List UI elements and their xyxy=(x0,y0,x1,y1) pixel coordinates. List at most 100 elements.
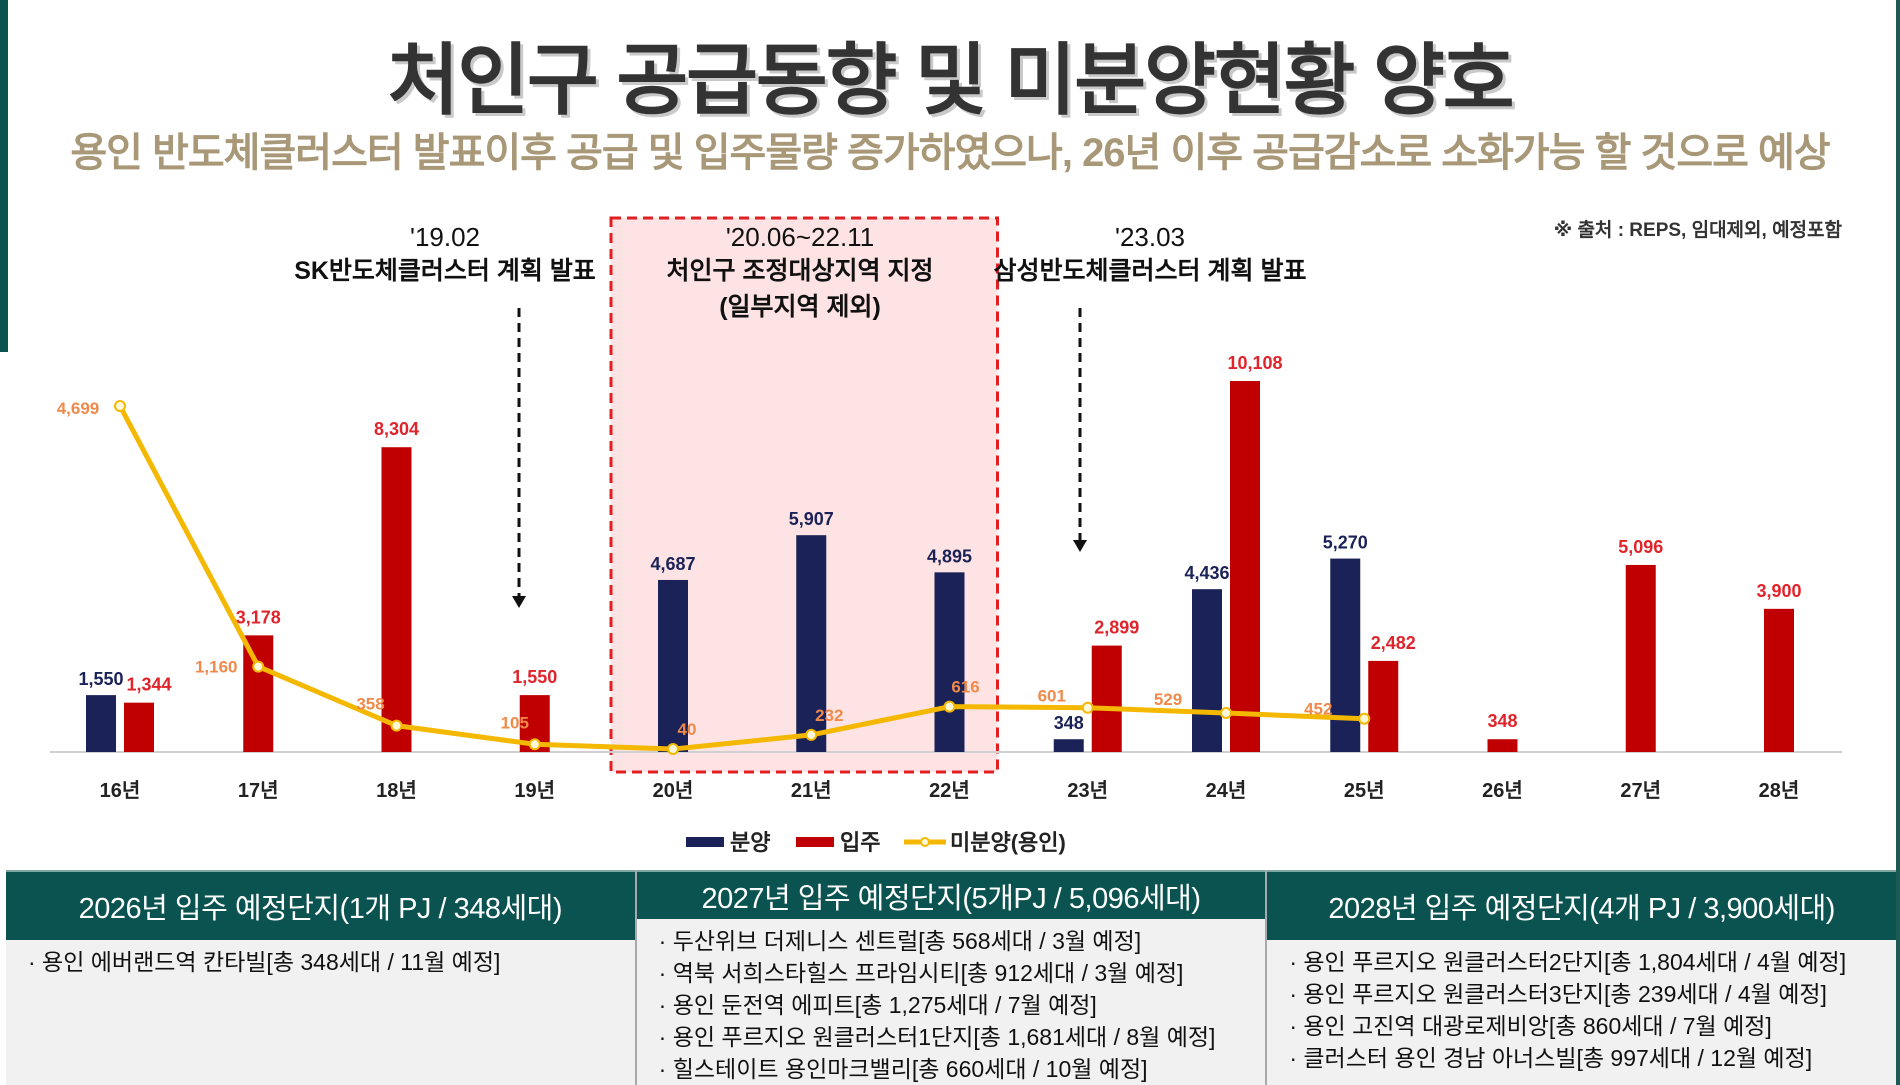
legend-swatch-ipju xyxy=(796,837,834,847)
line-point-mibunyang xyxy=(1358,712,1371,725)
bar-bunyang xyxy=(658,579,688,752)
sk-arrow-head xyxy=(512,596,526,608)
data-label-bunyang: 4,687 xyxy=(650,554,695,574)
bar-ipju xyxy=(1368,660,1399,752)
data-label-ipju: 5,096 xyxy=(1618,537,1663,557)
x-tick-label: 19년 xyxy=(514,779,555,802)
bar-bunyang xyxy=(86,695,116,752)
samsung-arrow-head xyxy=(1073,540,1087,552)
legend-label-ipju: 입주 xyxy=(840,830,880,855)
table-column-header: 2027년 입주 예정단지(5개PJ / 5,096세대) xyxy=(636,870,1266,919)
line-point-mibunyang xyxy=(528,738,541,751)
line-point-mibunyang xyxy=(252,660,265,673)
list-item: · 용인 푸르지오 원클러스터1단지[총 1,681세대 / 8월 예정] xyxy=(658,1024,1216,1050)
table-column-2027: 2027년 입주 예정단지(5개PJ / 5,096세대) · 두산위브 더제니… xyxy=(636,870,1268,1085)
legend-marker-mibunyang xyxy=(920,837,930,847)
table-column-2028: 2028년 입주 예정단지(4개 PJ / 3,900세대) · 용인 푸르지오… xyxy=(1267,870,1897,1085)
bar-bunyang xyxy=(934,572,965,752)
data-label-mibunyang: 529 xyxy=(1154,690,1182,709)
table-column-body: · 용인 에버랜드역 칸타빌[총 348세대 / 11월 예정] xyxy=(6,940,635,1085)
x-tick-label: 20년 xyxy=(653,779,694,802)
table-column-body: · 두산위브 더제니스 센트럴[총 568세대 / 3월 예정] · 역북 서희… xyxy=(636,919,1266,1085)
list-item: · 힐스테이트 용인마크밸리[총 660세대 / 10월 예정] xyxy=(658,1056,1148,1082)
chart: 1,550 1,34416년3,17817년8,30418년1,55019년4,6… xyxy=(50,216,1842,855)
left-accent-strip xyxy=(0,0,8,352)
data-label-ipju: 10,108 xyxy=(1227,353,1282,373)
x-tick-label: 16년 xyxy=(100,779,141,802)
annotation-date: '19.02 xyxy=(409,222,481,252)
list-item: · 용인 고진역 대광로제비앙[총 860세대 / 7월 예정] xyxy=(1289,1013,1772,1039)
bar-ipju xyxy=(124,702,154,752)
data-label-bunyang: 5,270 xyxy=(1323,533,1368,553)
legend-label-mibunyang: 미분양(용인) xyxy=(950,830,1066,855)
data-label-ipju: 2,482 xyxy=(1371,633,1416,653)
right-accent-strip xyxy=(1896,0,1900,1085)
bar-ipju xyxy=(1764,608,1794,752)
data-label-bunyang: 348 xyxy=(1054,713,1084,733)
table-column-body: · 용인 푸르지오 원클러스터2단지[총 1,804세대 / 4월 예정] · … xyxy=(1267,940,1897,1085)
annotation-regulation: '20.06~22.11 처인구 조정대상지역 지정 (일부지역 제외) xyxy=(612,222,988,325)
table-column-header: 2028년 입주 예정단지(4개 PJ / 3,900세대) xyxy=(1267,870,1897,940)
data-label-mibunyang: 452 xyxy=(1304,700,1332,719)
data-label-ipju: 1,550 xyxy=(512,667,557,687)
annotation-date: '20.06~22.11 xyxy=(725,222,875,252)
x-tick-label: 18년 xyxy=(376,779,417,802)
list-item: · 용인 푸르지오 원클러스터3단지[총 239세대 / 4월 예정] xyxy=(1289,981,1827,1007)
line-point-mibunyang xyxy=(805,728,818,741)
x-tick-label: 24년 xyxy=(1206,779,1247,802)
bar-ipju xyxy=(243,635,274,752)
annotation-desc-sub: (일부지역 제외) xyxy=(719,293,881,321)
line-mibunyang xyxy=(117,404,1365,752)
bar-ipju xyxy=(1091,645,1122,752)
table-column-header: 2026년 입주 예정단지(1개 PJ / 348세대) xyxy=(6,870,635,940)
data-label-ipju: 3,900 xyxy=(1756,581,1801,601)
data-label-ipju: 2,899 xyxy=(1094,618,1139,638)
data-label-bunyang: 4,895 xyxy=(927,546,972,566)
data-label-ipju: 8,304 xyxy=(374,419,419,439)
data-label-ipju: 3,178 xyxy=(236,607,281,627)
legend-swatch-bunyang xyxy=(686,837,724,847)
bar-bunyang xyxy=(1192,589,1222,752)
bar-bunyang xyxy=(796,535,827,752)
x-tick-label: 27년 xyxy=(1620,779,1661,802)
data-label-mibunyang: 232 xyxy=(815,706,843,725)
line-point-mibunyang xyxy=(667,743,679,756)
data-label-bunyang: 5,907 xyxy=(789,509,834,529)
x-tick-label: 17년 xyxy=(238,779,279,802)
annotation-desc: SK반도체클러스터 계획 발표 xyxy=(294,257,596,285)
line-point-mibunyang xyxy=(1081,701,1094,714)
x-tick-label: 23년 xyxy=(1067,779,1108,802)
annotation-desc: 처인구 조정대상지역 지정 xyxy=(666,257,934,285)
data-label-mibunyang: 105 xyxy=(501,713,529,732)
x-tick-label: 22년 xyxy=(929,779,970,802)
source-note: ※ 출처 : REPS, 임대제외, 예정포함 xyxy=(1553,220,1842,241)
data-label-mibunyang: 1,160 xyxy=(195,658,238,677)
page-title: 처인구 공급동향 및 미분양현황 양호 xyxy=(387,36,1514,124)
data-label-bunyang: 4,436 xyxy=(1184,563,1229,583)
annotation-desc: 삼성반도체클러스터 계획 발표 xyxy=(993,257,1307,285)
x-tick-label: 26년 xyxy=(1482,779,1523,802)
data-label-mibunyang: 40 xyxy=(678,720,697,739)
annotation-sk: '19.02 SK반도체클러스터 계획 발표 xyxy=(280,222,610,289)
data-label-mibunyang: 358 xyxy=(356,695,384,714)
page-subtitle: 용인 반도체클러스터 발표이후 공급 및 입주물량 증가하였으나, 26년 이후… xyxy=(70,131,1830,175)
line-point-mibunyang xyxy=(943,700,956,713)
move-in-schedule-table: 2026년 입주 예정단지(1개 PJ / 348세대) · 용인 에버랜드역 … xyxy=(6,870,1897,1085)
annotation-date: '23.03 xyxy=(1114,222,1186,252)
bar-ipju xyxy=(1230,381,1260,752)
table-column-2026: 2026년 입주 예정단지(1개 PJ / 348세대) · 용인 에버랜드역 … xyxy=(6,870,637,1085)
x-tick-label: 25년 xyxy=(1344,779,1385,802)
legend-label-bunyang: 분양 xyxy=(730,830,770,855)
list-item: · 용인 푸르지오 원클러스터2단지[총 1,804세대 / 4월 예정] xyxy=(1289,949,1847,975)
data-label-mibunyang: 616 xyxy=(951,678,979,697)
list-item: · 역북 서희스타힐스 프라임시티[총 912세대 / 3월 예정] xyxy=(658,960,1184,986)
x-tick-label: 21년 xyxy=(791,779,832,802)
data-label-bunyang: 1,550 xyxy=(78,669,123,689)
bar-ipju xyxy=(1625,564,1656,752)
bar-bunyang xyxy=(1053,739,1084,752)
annotation-samsung: '23.03 삼성반도체클러스터 계획 발표 xyxy=(990,222,1310,289)
list-item: · 용인 둔전역 에피트[총 1,275세대 / 7월 예정] xyxy=(658,992,1097,1018)
x-tick-label: 28년 xyxy=(1759,779,1800,802)
list-item: · 클러스터 용인 경남 아너스빌[총 997세대 / 12월 예정] xyxy=(1289,1045,1813,1071)
list-item: · 두산위브 더제니스 센트럴[총 568세대 / 3월 예정] xyxy=(658,928,1142,954)
